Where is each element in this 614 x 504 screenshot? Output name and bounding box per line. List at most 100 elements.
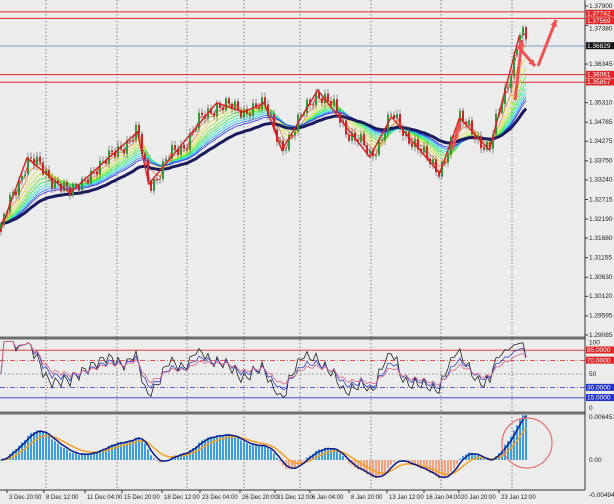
candle bbox=[174, 140, 176, 154]
candle-body bbox=[510, 76, 512, 89]
candle-body bbox=[363, 133, 365, 146]
macd-histogram-bar bbox=[213, 436, 215, 460]
candle bbox=[66, 179, 68, 192]
oscillator-axis-label: 0 bbox=[589, 405, 593, 412]
candle bbox=[267, 99, 269, 121]
candle bbox=[363, 130, 365, 147]
macd-histogram-bar bbox=[138, 437, 140, 460]
candle bbox=[219, 100, 221, 113]
macd-histogram-bar bbox=[219, 435, 221, 460]
price-tick-label: 1.29085 bbox=[589, 332, 613, 339]
candle bbox=[228, 96, 230, 107]
candle-body bbox=[117, 145, 119, 157]
macd-histogram-bar bbox=[93, 452, 95, 460]
candle bbox=[378, 138, 380, 157]
candle-body bbox=[30, 157, 32, 159]
candle-body bbox=[132, 139, 134, 141]
oscillator-axis-label: 50 bbox=[589, 371, 597, 378]
candle-body bbox=[423, 146, 425, 153]
panel-separator[interactable] bbox=[0, 411, 585, 415]
time-tick-label: 23 Dec 04:00 bbox=[202, 495, 238, 501]
macd-histogram-bar bbox=[237, 437, 239, 460]
candle-body bbox=[63, 182, 65, 192]
candle bbox=[288, 131, 290, 153]
oscillator-level-label-box bbox=[586, 394, 614, 402]
oscillator-axis-label: 100 bbox=[589, 339, 600, 346]
candle-body bbox=[465, 121, 467, 126]
candle-body bbox=[360, 133, 362, 143]
candle-body bbox=[99, 160, 101, 175]
macd-histogram-bar bbox=[474, 454, 476, 460]
macd-histogram-bar bbox=[186, 452, 188, 460]
macd-histogram-bar bbox=[255, 445, 257, 460]
candle-body bbox=[219, 102, 221, 108]
time-tick-label: 31 Dec 12:00 bbox=[277, 495, 313, 501]
candle-body bbox=[198, 112, 200, 129]
candle-body bbox=[321, 98, 323, 104]
candle bbox=[450, 135, 452, 159]
candle-body bbox=[285, 150, 287, 152]
candle bbox=[81, 176, 83, 196]
macd-histogram-bar bbox=[363, 460, 365, 472]
macd-histogram-bar bbox=[96, 452, 98, 460]
annotation-arrow[interactable] bbox=[450, 121, 462, 151]
candle bbox=[423, 141, 425, 155]
macd-histogram-bar bbox=[348, 460, 350, 464]
candle-body bbox=[150, 180, 152, 191]
macd-histogram-bar bbox=[231, 435, 233, 460]
candle-body bbox=[171, 145, 173, 159]
candle-body bbox=[522, 27, 524, 36]
candle bbox=[159, 176, 161, 185]
candle-body bbox=[240, 110, 242, 118]
price-tick-label: 1.33750 bbox=[589, 158, 613, 165]
macd-histogram-bar bbox=[57, 443, 59, 460]
candle bbox=[441, 159, 443, 180]
candle-body bbox=[279, 140, 281, 142]
macd-histogram-bar bbox=[393, 460, 395, 463]
arrow-head bbox=[528, 59, 535, 66]
annotation-arrow[interactable] bbox=[519, 49, 537, 67]
macd-histogram-bar bbox=[318, 449, 320, 460]
candle-body bbox=[156, 178, 158, 180]
annotation-circle[interactable] bbox=[501, 417, 553, 469]
candle-body bbox=[399, 113, 401, 129]
macd-histogram-bar bbox=[468, 452, 470, 460]
oscillator-level-label-box bbox=[586, 346, 614, 354]
candle-body bbox=[288, 134, 290, 151]
macd-histogram-bar bbox=[459, 458, 461, 460]
candle-body bbox=[243, 108, 245, 118]
time-tick-label: 18 Dec 12:00 bbox=[164, 495, 200, 501]
macd-signal-line bbox=[0, 427, 527, 476]
candle bbox=[33, 153, 35, 170]
macd-axis-label: 0.0064511 bbox=[589, 414, 614, 421]
candle bbox=[198, 108, 200, 133]
macd-histogram-bar bbox=[273, 453, 275, 460]
price-level-label-box bbox=[586, 9, 614, 17]
candle bbox=[114, 147, 116, 162]
price-level-label-box bbox=[586, 78, 614, 86]
ema-ribbon-line bbox=[0, 88, 527, 225]
candle-body bbox=[333, 99, 335, 106]
candle-body bbox=[483, 148, 485, 150]
annotation-arrow[interactable] bbox=[513, 39, 525, 101]
macd-histogram-bar bbox=[525, 415, 527, 460]
time-tick-label: 23 Jan 12:00 bbox=[501, 495, 536, 501]
candle-body bbox=[3, 213, 5, 224]
macd-histogram-bar bbox=[135, 437, 137, 460]
macd-histogram-bar bbox=[54, 441, 56, 460]
candle-body bbox=[15, 191, 17, 196]
current-price-label-box bbox=[586, 42, 614, 50]
candle-body bbox=[153, 178, 155, 191]
candle bbox=[48, 165, 50, 183]
candle-body bbox=[282, 140, 284, 152]
macd-histogram-bar bbox=[336, 450, 338, 460]
candle-body bbox=[144, 153, 146, 160]
annotation-arrow[interactable] bbox=[536, 19, 558, 67]
price-tick-label: 1.30120 bbox=[589, 293, 613, 300]
candle-body bbox=[315, 92, 317, 106]
panel-separator[interactable] bbox=[0, 336, 585, 340]
candle-body bbox=[381, 139, 383, 141]
arrow-shaft bbox=[513, 39, 524, 101]
time-tick-label: 8 Dec 12:00 bbox=[46, 495, 79, 501]
